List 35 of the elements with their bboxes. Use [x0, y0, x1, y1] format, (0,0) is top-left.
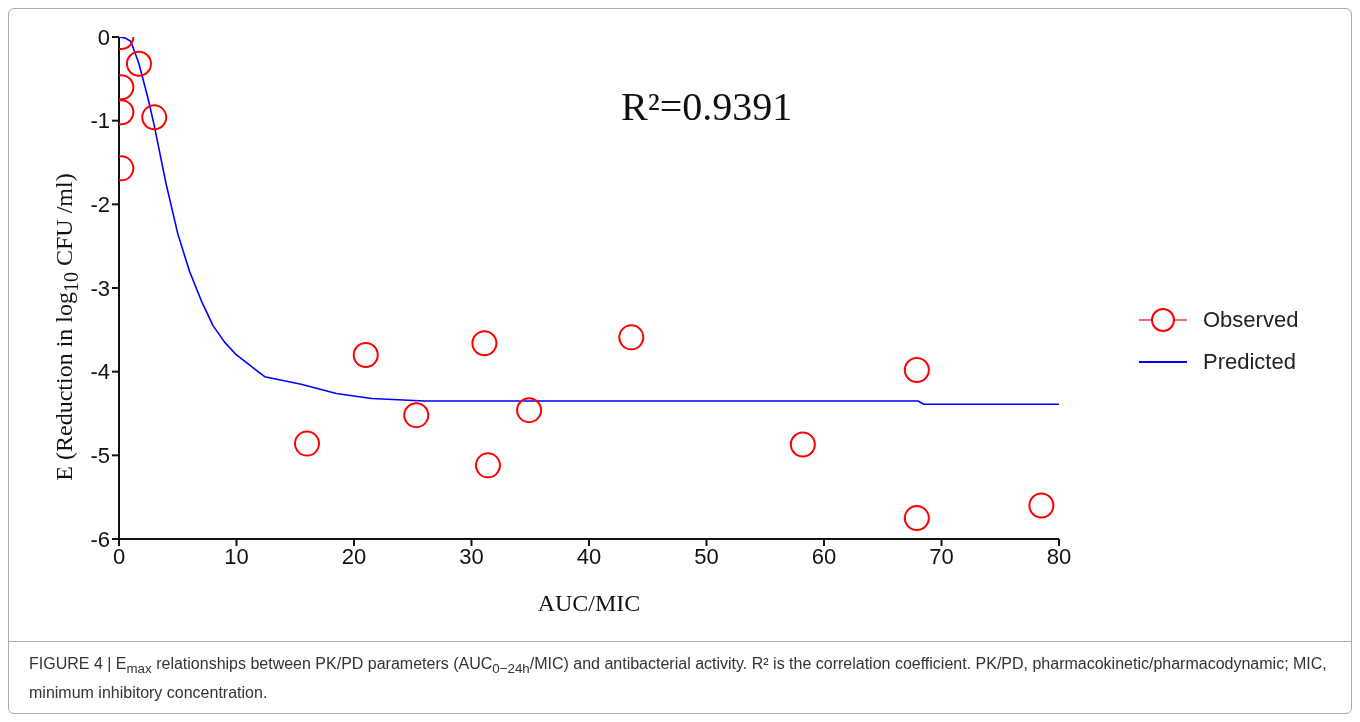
y-tick-label: -5 [90, 443, 110, 469]
y-tick-label: -6 [90, 526, 110, 552]
x-tick-label: 0 [112, 543, 126, 569]
point [903, 356, 930, 383]
y-tick-label: -3 [90, 275, 110, 301]
y-tick-label: 0 [97, 24, 110, 50]
point [403, 402, 430, 429]
annotation: R²=0.9391 [621, 83, 793, 130]
point [294, 430, 320, 457]
line-series [119, 37, 1059, 406]
point [474, 452, 501, 479]
text: FIGURE 4 | E$_{max}$ relationships between PK/PD parameters (AUC$_{0−24h}$/MIC) and antibacterial activity. R² is the correlation coefficient. PK/PD, pharmacokinetic/pharmacodynamic; MIC, minimum inhibitory concentration. [29, 655, 1327, 702]
point [516, 397, 543, 424]
legend-label: Observed [1203, 307, 1299, 333]
point [1028, 492, 1055, 519]
x-tick-label: 30 [459, 543, 484, 569]
legend-label: Predicted [1203, 349, 1296, 375]
point [903, 505, 930, 532]
point [352, 341, 379, 368]
point [618, 324, 645, 351]
x-axis-title: AUC/MIC [537, 590, 641, 616]
y-tick-label: -2 [90, 192, 110, 218]
x-tick-label: 60 [811, 543, 837, 569]
point [141, 104, 168, 131]
y-tick-label: -1 [90, 108, 110, 134]
y-tick-label: -4 [90, 359, 110, 385]
x-tick-label: 20 [341, 543, 367, 569]
x-tick-label: 70 [929, 543, 954, 569]
x-tick-label: 40 [576, 543, 602, 569]
x-tick-label: 10 [224, 543, 249, 569]
point [125, 50, 152, 77]
x-tick-label: 50 [694, 543, 719, 569]
point [789, 431, 816, 458]
point [471, 330, 498, 357]
x-tick-label: 80 [1046, 543, 1072, 569]
